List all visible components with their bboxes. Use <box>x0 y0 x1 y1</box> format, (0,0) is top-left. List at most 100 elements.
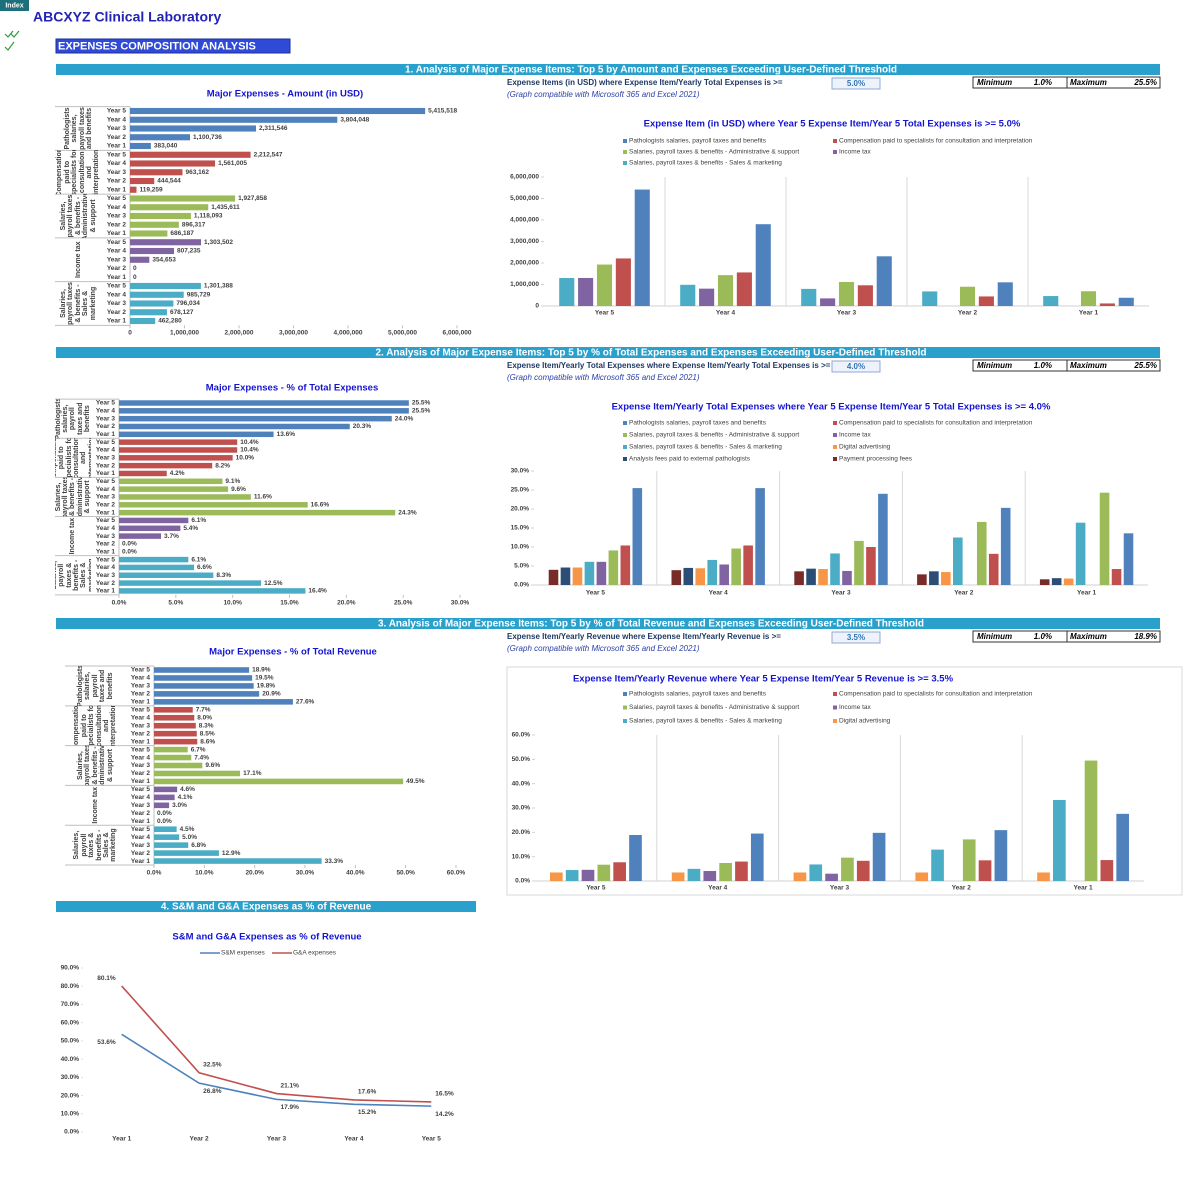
x-tick-label: 60.0% <box>447 870 466 877</box>
x-tick-label: 0.0% <box>147 870 162 877</box>
bar <box>154 675 253 681</box>
bar <box>719 564 729 585</box>
y-tick-label: Year 5 <box>107 239 127 246</box>
y-tick-label: Year 5 <box>131 667 151 674</box>
x-tick-label: 0.0% <box>112 600 127 607</box>
data-label: 6.1% <box>191 517 206 524</box>
legend-swatch <box>833 445 837 449</box>
y-tick-label: Year 2 <box>131 730 151 737</box>
group-label: Salaries, payroll taxes & benefits - Sal… <box>60 282 96 325</box>
y-tick-label: Year 2 <box>96 580 116 587</box>
bar <box>154 794 175 801</box>
y-tick-label: Year 1 <box>107 143 127 150</box>
bar <box>119 439 238 445</box>
bar <box>941 572 951 585</box>
threshold-label: Expense Item/Yearly Revenue where Expens… <box>507 632 781 641</box>
x-tick-label: 6,000,000 <box>443 330 472 337</box>
legend-label: Compensation paid to specialists for con… <box>839 138 1033 145</box>
index-button-label[interactable]: Index <box>5 3 23 10</box>
bar <box>154 707 193 713</box>
legend-label: Digital advertising <box>839 444 891 451</box>
section-heading: 1. Analysis of Major Expense Items: Top … <box>405 65 897 76</box>
bar <box>119 400 409 406</box>
y-tick-label: Year 2 <box>107 309 127 316</box>
bar <box>755 488 765 585</box>
section-bar <box>56 901 476 912</box>
y-tick-label: 30.0% <box>512 805 531 812</box>
x-tick-label: 3,000,000 <box>279 330 308 337</box>
data-label: 4.1% <box>178 794 193 801</box>
x-tick-label: 20.0% <box>245 870 264 877</box>
group-label-text: Compensation paid to specialists for con… <box>73 705 118 746</box>
index-button[interactable] <box>0 0 29 11</box>
chart-title: Expense Item/Yearly Revenue where Year 5… <box>573 674 954 685</box>
bar <box>596 264 613 306</box>
section-bar <box>56 347 1160 358</box>
bar <box>801 288 817 306</box>
bar <box>608 550 619 585</box>
data-label: 20.3% <box>353 423 372 430</box>
data-label: 0 <box>133 274 137 281</box>
data-label: 383,040 <box>154 143 178 150</box>
bar <box>130 212 191 220</box>
y-tick-label: Year 4 <box>96 408 116 415</box>
bar <box>856 860 870 881</box>
data-label: 0.0% <box>122 541 137 548</box>
y-tick-label: 80.0% <box>61 983 80 990</box>
y-tick-label: Year 5 <box>131 746 151 753</box>
note: (Graph compatible with Microsoft 365 and… <box>507 90 700 99</box>
note: (Graph compatible with Microsoft 365 and… <box>507 373 700 382</box>
y-tick-label: Year 2 <box>131 691 151 698</box>
group-label-box: Pathologists salaries, payroll taxes and… <box>77 666 113 706</box>
group-label-text: Income tax <box>69 517 77 555</box>
bar <box>841 857 854 881</box>
data-label: 32.5% <box>203 1061 222 1068</box>
y-tick-label: Year 2 <box>131 850 151 857</box>
y-tick-label: Year 2 <box>96 541 116 548</box>
bar <box>866 547 876 585</box>
bar <box>1000 507 1011 585</box>
data-label: 0.0% <box>157 818 172 825</box>
group-label: Salaries, payroll taxes & benefits - Adm… <box>60 194 96 238</box>
bar <box>1099 492 1110 585</box>
data-label: 10.4% <box>240 439 259 446</box>
legend-swatch <box>833 139 837 143</box>
bar <box>154 714 195 721</box>
note: (Graph compatible with Microsoft 365 and… <box>507 644 700 653</box>
legend-swatch <box>623 692 627 696</box>
y-tick-label: 5,000,000 <box>510 195 539 202</box>
data-label: 807,235 <box>177 248 201 255</box>
x-tick-label: Year 5 <box>586 590 606 597</box>
threshold-box <box>831 77 881 90</box>
bar <box>154 834 180 840</box>
y-tick-label: 0.0% <box>514 582 529 589</box>
max-value: 25.5% <box>1133 361 1157 370</box>
legend-swatch <box>623 457 627 461</box>
y-tick-label: Year 2 <box>107 134 127 141</box>
group-label: Salaries, payroll taxes & benefits - Sal… <box>73 828 117 861</box>
bar <box>119 556 189 563</box>
data-label: 0 <box>133 265 137 272</box>
y-tick-label: 40.0% <box>512 780 531 787</box>
y-tick-label: Year 2 <box>131 770 151 777</box>
bar <box>565 870 579 881</box>
y-tick-label: Year 1 <box>96 431 116 438</box>
data-label: 1,118,093 <box>194 213 223 220</box>
y-tick-label: Year 2 <box>131 810 151 817</box>
legend-label: Digital advertising <box>839 718 891 725</box>
y-tick-label: Year 1 <box>131 858 151 865</box>
bar <box>119 564 195 571</box>
data-label: 963,162 <box>185 169 209 176</box>
check-icon <box>4 30 20 38</box>
x-tick-label: 20.0% <box>337 600 356 607</box>
bar <box>119 415 392 422</box>
bar <box>130 239 202 246</box>
bar <box>736 272 752 306</box>
bar <box>854 540 864 585</box>
section-bar <box>56 64 1160 75</box>
legend-label: Salaries, payroll taxes & benefits - Sal… <box>629 718 782 725</box>
legend-label: Income tax <box>839 704 872 711</box>
y-tick-label: Year 2 <box>96 462 116 469</box>
y-tick-label: Year 1 <box>96 548 116 555</box>
section-bar <box>56 618 1160 629</box>
